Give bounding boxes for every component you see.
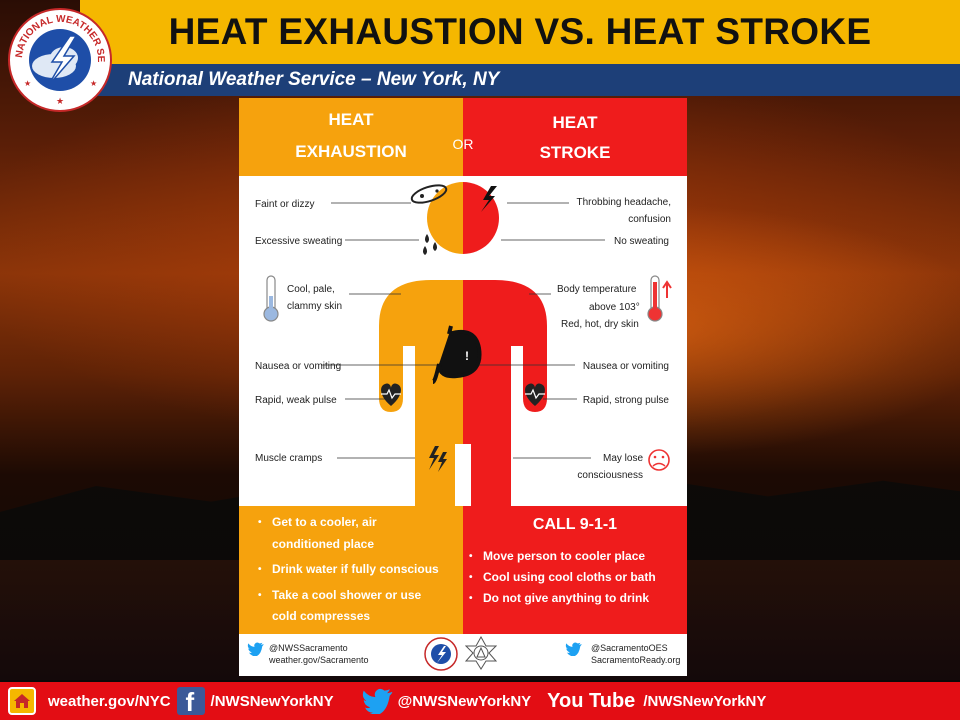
thermometer-cool-icon xyxy=(263,275,279,322)
call-911: CALL 9-1-1 xyxy=(532,516,618,533)
action-item: Do not give anything to drink xyxy=(469,588,649,609)
twitter-icon xyxy=(565,642,582,656)
symptom-lose-1: May lose xyxy=(602,453,643,464)
heat-exhaustion-header: HEAT EXHAUSTION xyxy=(239,98,463,176)
symptom-nausea-right: Nausea or vomiting xyxy=(582,361,669,372)
heat-stroke-header: HEAT STROKE xyxy=(463,98,687,176)
heart-weak-pulse-icon xyxy=(381,383,401,406)
website-link[interactable]: weather.gov/NYC xyxy=(48,692,171,710)
social-bar: weather.gov/NYC f /NWSNewYorkNY @NWSNewY… xyxy=(0,682,960,720)
symptom-temp-2: above 103° xyxy=(589,302,640,313)
twitter-icon xyxy=(247,642,264,656)
action-item: conditioned place xyxy=(272,537,375,551)
sad-face-icon xyxy=(648,449,670,471)
symptom-nausea-left: Nausea or vomiting xyxy=(255,361,342,372)
home-icon[interactable] xyxy=(8,687,36,715)
footer-right-handle: @SacramentoOES xyxy=(591,643,668,653)
heat-stroke-actions: CALL 9-1-1 Move person to cooler place C… xyxy=(463,506,687,634)
action-item: cold compresses xyxy=(272,609,371,623)
action-item: Get to a cooler, air xyxy=(258,512,377,533)
or-label: OR xyxy=(452,136,474,152)
symptom-skin-2: clammy skin xyxy=(287,301,343,312)
symptom-faint: Faint or dizzy xyxy=(255,199,315,210)
symptom-headache-2: confusion xyxy=(628,214,671,225)
symptom-strong-pulse: Rapid, strong pulse xyxy=(582,395,669,406)
lightning-headache-icon xyxy=(481,186,497,212)
dizzy-icon xyxy=(410,184,448,204)
title-banner: HEAT EXHAUSTION VS. HEAT STROKE xyxy=(80,0,960,64)
subtitle: National Weather Service – New York, NY xyxy=(128,69,500,90)
sweat-drops-icon xyxy=(423,234,437,255)
heat-infographic: HEAT EXHAUSTION HEAT STROKE OR xyxy=(239,98,687,676)
twitter-icon[interactable] xyxy=(362,688,394,714)
heat-exhaustion-title-1: HEAT xyxy=(328,110,374,129)
symptom-temp-3: Red, hot, dry skin xyxy=(561,319,639,330)
nws-small-logo xyxy=(424,637,458,671)
twitter-link[interactable]: @NWSNewYorkNY xyxy=(397,692,532,710)
youtube-icon[interactable]: You Tube xyxy=(547,690,635,713)
symptom-weak-pulse: Rapid, weak pulse xyxy=(255,395,337,406)
body-figure: ! xyxy=(263,182,672,506)
nws-logo: NATIONAL WEATHER SERVICE ★ ★ ★ xyxy=(8,8,112,112)
svg-text:★: ★ xyxy=(90,79,97,88)
symptom-skin-1: Cool, pale, xyxy=(287,284,335,295)
footer-left-site: weather.gov/Sacramento xyxy=(269,655,369,665)
heat-exhaustion-actions: Get to a cooler, air conditioned place D… xyxy=(239,506,463,634)
oes-star-logo xyxy=(465,636,497,670)
footer-right-site: SacramentoReady.org xyxy=(591,655,681,665)
footer-left-handle: @NWSSacramento xyxy=(269,643,348,653)
symptom-temp-1: Body temperature xyxy=(557,284,637,295)
stomach-icon: ! xyxy=(431,325,482,384)
facebook-icon[interactable]: f xyxy=(176,687,205,717)
subtitle-banner: National Weather Service – New York, NY xyxy=(80,64,960,96)
symptom-cramps: Muscle cramps xyxy=(255,453,323,464)
page-title: HEAT EXHAUSTION VS. HEAT STROKE xyxy=(168,11,872,52)
action-item: Take a cool shower or use xyxy=(258,585,421,606)
thermometer-hot-icon xyxy=(647,275,672,322)
heat-exhaustion-title-2: EXHAUSTION xyxy=(295,142,407,161)
muscle-cramp-icon xyxy=(429,446,447,472)
symptom-headache-1: Throbbing headache, xyxy=(576,197,671,208)
svg-text:★: ★ xyxy=(24,79,31,88)
svg-text:★: ★ xyxy=(56,97,64,107)
facebook-link[interactable]: /NWSNewYorkNY xyxy=(210,692,334,710)
youtube-label: You Tube xyxy=(547,689,636,712)
symptom-lose-2: consciousness xyxy=(577,470,643,481)
svg-text:!: ! xyxy=(465,349,469,363)
action-item: Move person to cooler place xyxy=(469,546,645,567)
heart-strong-pulse-icon xyxy=(525,383,545,406)
infographic-footer: @NWSSacramento weather.gov/Sacramento @S… xyxy=(239,634,687,676)
action-item: Drink water if fully conscious xyxy=(258,559,439,580)
heat-stroke-title-1: HEAT xyxy=(552,113,598,132)
youtube-link[interactable]: /NWSNewYorkNY xyxy=(643,692,767,710)
action-item: Cool using cool cloths or bath xyxy=(469,567,656,588)
heat-stroke-title-2: STROKE xyxy=(539,143,611,162)
symptom-no-sweating: No sweating xyxy=(613,236,669,247)
symptom-sweating: Excessive sweating xyxy=(255,236,343,247)
